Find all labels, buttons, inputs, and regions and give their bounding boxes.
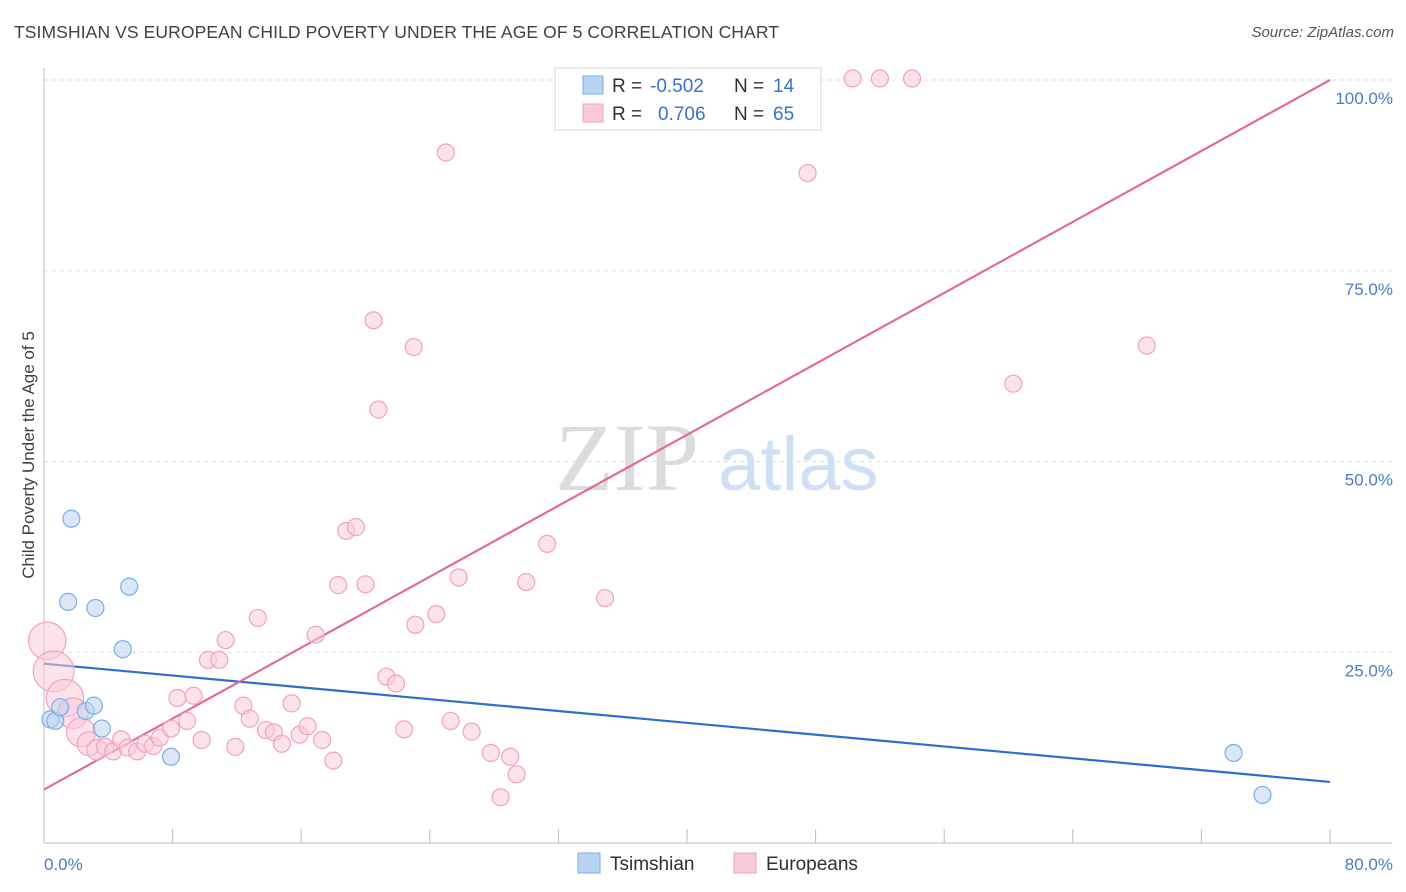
europeans-point-61: [870, 69, 890, 88]
series-legend-swatch-europeans: [733, 852, 757, 874]
legend-swatch-tsimshian: [582, 75, 604, 95]
europeans-point-36: [329, 576, 348, 595]
tsimshian-point-11: [161, 747, 181, 766]
legend-swatch-europeans: [582, 103, 604, 123]
europeans-point-44: [394, 720, 414, 739]
europeans-point-46: [406, 615, 425, 634]
europeans-point-54: [501, 747, 520, 766]
europeans-point-22: [216, 630, 235, 650]
tsimshian-point-4: [62, 509, 81, 528]
tsimshian-point-7: [86, 598, 105, 618]
europeans-point-55: [507, 765, 526, 784]
x-tick-label-0: 0.0%: [44, 855, 83, 874]
y-axis-label: Child Poverty Under the Age of 5: [19, 331, 38, 579]
legend-r-label-1: R =: [612, 76, 642, 97]
europeans-point-18: [184, 686, 203, 705]
europeans-point-17: [177, 711, 197, 731]
tsimshian-point-3: [59, 592, 78, 611]
series-legend: Tsimshian Europeans: [577, 852, 858, 875]
europeans-point-62: [902, 69, 922, 88]
europeans-point-45: [404, 337, 423, 357]
tsimshian-point-10: [120, 577, 139, 596]
europeans-point-35: [324, 751, 343, 770]
europeans-point-26: [248, 608, 267, 628]
europeans-point-40: [364, 311, 383, 330]
y-tick-label-1: 50.0%: [1345, 471, 1393, 490]
y-tick-labels: 25.0% 50.0% 75.0% 100.0%: [1335, 89, 1393, 680]
data-points: [27, 69, 1272, 807]
europeans-point-19: [192, 730, 211, 750]
europeans-point-50: [449, 568, 468, 587]
europeans-point-30: [282, 694, 301, 713]
europeans-point-52: [481, 743, 500, 763]
tsimshian-trend-line: [43, 662, 1331, 784]
europeans-point-41: [369, 400, 388, 419]
source-credit: Source: ZipAtlas.com: [1251, 24, 1394, 41]
tsimshian-point-12: [1224, 743, 1243, 763]
europeans-point-58: [595, 588, 615, 608]
europeans-point-23: [226, 737, 245, 756]
europeans-point-15: [161, 719, 181, 738]
legend-n-label-2: N =: [734, 104, 764, 125]
legend-r-value-2: 0.706: [658, 104, 706, 125]
legend-n-value-1: 14: [773, 76, 795, 97]
europeans-trend-line: [43, 79, 1331, 791]
y-tick-label-2: 75.0%: [1345, 280, 1393, 299]
europeans-point-64: [1137, 336, 1156, 355]
tsimshian-point-8: [92, 719, 111, 738]
series-legend-swatch-tsimshian: [577, 852, 601, 874]
tsimshian-point-2: [50, 698, 70, 717]
chart-title: TSIMSHIAN VS EUROPEAN CHILD POVERTY UNDE…: [14, 22, 780, 42]
europeans-point-21: [210, 650, 229, 669]
europeans-point-59: [798, 163, 817, 183]
x-tick-labels: 0.0% 80.0%: [44, 855, 1393, 874]
europeans-point-34: [312, 730, 332, 750]
y-tick-label-3: 100.0%: [1335, 89, 1393, 108]
europeans-point-53: [491, 788, 510, 807]
europeans-point-47: [427, 604, 446, 624]
europeans-point-63: [1004, 374, 1023, 393]
series-legend-label-europeans: Europeans: [766, 854, 858, 875]
tsimshian-point-13: [1253, 785, 1272, 805]
europeans-point-56: [517, 572, 536, 592]
europeans-point-57: [538, 534, 557, 554]
x-tick-label-1: 80.0%: [1345, 855, 1393, 874]
europeans-point-43: [386, 674, 406, 693]
europeans-point-38: [346, 518, 365, 537]
y-tick-label-0: 25.0%: [1345, 661, 1393, 680]
legend-r-value-1: -0.502: [650, 76, 704, 97]
europeans-point-29: [272, 734, 292, 753]
europeans-point-51: [462, 722, 481, 741]
trend-lines: [43, 79, 1331, 791]
tsimshian-point-9: [113, 640, 132, 659]
legend-n-value-2: 65: [773, 104, 794, 125]
europeans-point-33: [306, 625, 325, 644]
legend-r-label-2: R =: [612, 104, 642, 125]
watermark-atlas: atlas: [718, 422, 879, 507]
europeans-point-39: [356, 575, 375, 594]
legend-n-label-1: N =: [734, 76, 764, 97]
europeans-point-60: [843, 69, 862, 88]
europeans-point-49: [441, 711, 460, 731]
grid-lines: [44, 79, 1392, 653]
series-legend-label-tsimshian: Tsimshian: [610, 854, 694, 875]
europeans-point-16: [168, 688, 187, 708]
europeans-point-25: [240, 709, 259, 728]
watermark: ZIP atlas: [555, 404, 879, 511]
tsimshian-point-6: [84, 696, 103, 715]
europeans-point-32: [298, 717, 317, 736]
europeans-point-48: [436, 143, 455, 162]
stats-legend: R = -0.502 N = 14 R = 0.706 N = 65: [554, 67, 822, 131]
